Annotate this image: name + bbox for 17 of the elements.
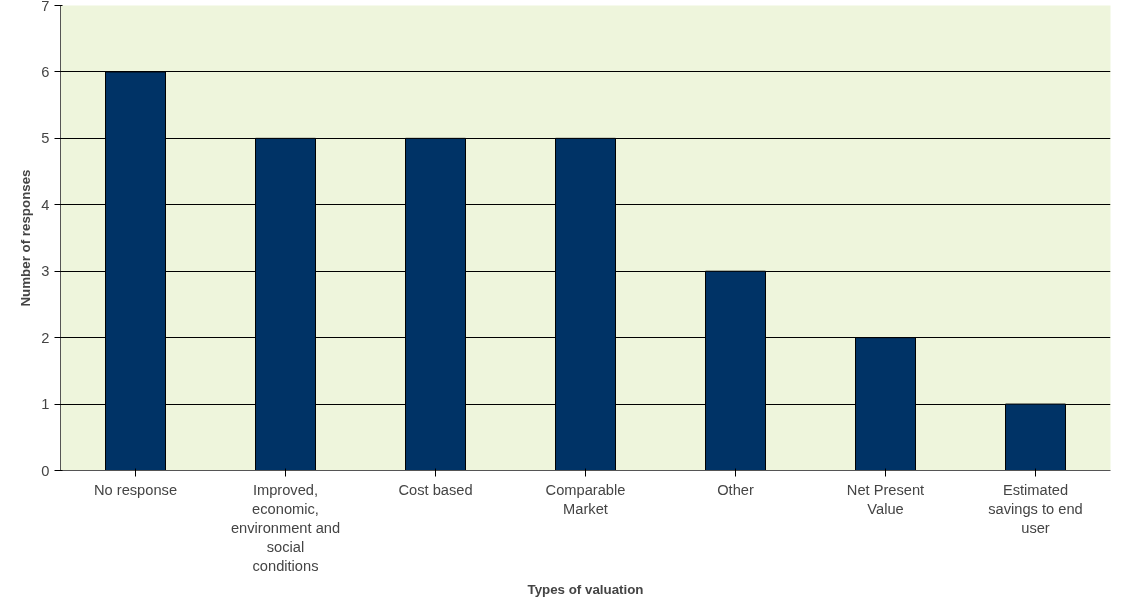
y-tick-label: 2 — [41, 329, 50, 346]
x-tick-label: Comparable Market — [545, 481, 626, 517]
y-tick-label: 1 — [41, 396, 50, 413]
y-tick-label: 5 — [41, 130, 50, 147]
x-tick-label: No response — [93, 481, 178, 498]
y-tick-label: 6 — [41, 63, 50, 80]
y-axis-title: Number of responses — [18, 169, 34, 307]
x-axis-title: Types of valuation — [527, 582, 644, 598]
x-tick-label: Improved, economic, environment and social conditions — [230, 481, 341, 575]
x-tick-label: Estimated savings to end user — [988, 481, 1083, 536]
y-tick-label: 0 — [41, 462, 50, 479]
x-tick-label: Cost based — [398, 481, 473, 498]
y-tick-label: 7 — [41, 0, 50, 14]
y-tick-label: 3 — [41, 263, 50, 280]
y-tick-label: 4 — [41, 196, 50, 213]
x-tick-label: Net Present Value — [846, 481, 925, 517]
x-tick-label: Other — [717, 481, 754, 498]
